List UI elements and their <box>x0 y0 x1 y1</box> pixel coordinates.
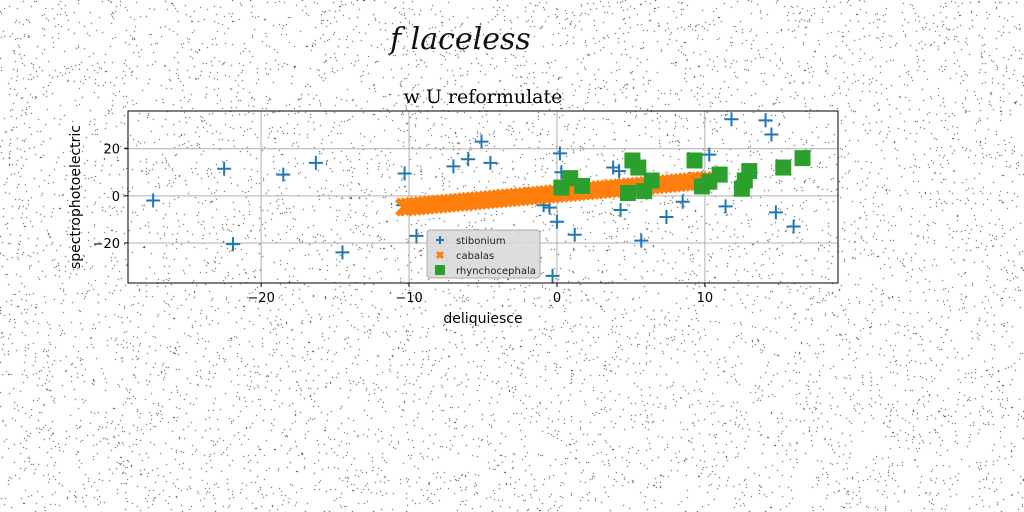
data-point-stibonium <box>474 134 489 149</box>
data-point-stibonium <box>764 127 779 142</box>
legend-marker-stibonium <box>436 236 444 244</box>
data-point-stibonium <box>567 227 582 242</box>
data-point-rhynchocephala <box>711 166 728 183</box>
data-point-stibonium <box>217 161 232 176</box>
data-point-stibonium <box>613 202 628 217</box>
data-point-stibonium <box>675 194 690 209</box>
data-point-rhynchocephala <box>574 177 591 194</box>
data-point-stibonium <box>659 210 674 225</box>
data-point-stibonium <box>146 193 161 208</box>
data-point-stibonium <box>409 228 424 243</box>
plot-frame <box>127 110 839 284</box>
data-point-stibonium <box>545 268 560 283</box>
legend-marker-rhynchocephala <box>435 265 445 275</box>
data-point-stibonium <box>549 214 564 229</box>
data-point-stibonium <box>552 146 567 161</box>
y-tick-label: −20 <box>93 237 120 252</box>
x-tick-label: −20 <box>247 291 274 306</box>
data-point-rhynchocephala <box>741 163 758 180</box>
data-point-rhynchocephala <box>775 159 792 176</box>
legend-box <box>426 229 541 279</box>
series-rhynchocephala <box>553 150 811 201</box>
data-point-stibonium <box>702 147 717 162</box>
data-point-stibonium <box>335 245 350 260</box>
data-point-rhynchocephala <box>643 172 660 189</box>
data-point-stibonium <box>612 164 627 179</box>
data-point-rhynchocephala <box>619 184 636 201</box>
x-tick-label: 10 <box>697 291 714 306</box>
data-point-stibonium <box>446 159 461 174</box>
chart-title: w U reformulate <box>404 86 563 108</box>
page-heading: f laceless <box>390 22 531 57</box>
data-point-stibonium <box>483 155 498 170</box>
data-point-stibonium <box>226 237 241 252</box>
data-point-stibonium <box>276 167 291 182</box>
y-axis-title: spectrophotoelectric <box>68 125 84 269</box>
series-stibonium <box>146 112 801 283</box>
y-tick-label: 20 <box>103 143 120 158</box>
data-point-stibonium <box>718 199 733 214</box>
data-point-stibonium <box>724 112 739 127</box>
data-point-rhynchocephala <box>630 159 647 176</box>
x-tick-label: 0 <box>553 291 561 306</box>
data-point-stibonium <box>786 219 801 234</box>
legend-label: cabalas <box>456 251 494 262</box>
legend-label: rhynchocephala <box>456 266 536 277</box>
data-point-stibonium <box>634 233 649 248</box>
data-point-rhynchocephala <box>686 152 703 169</box>
x-axis-title: deliquiesce <box>443 311 522 327</box>
data-point-stibonium <box>606 160 621 175</box>
data-point-stibonium <box>758 113 773 128</box>
legend-label: stibonium <box>456 236 506 247</box>
data-point-stibonium <box>397 166 412 181</box>
data-point-rhynchocephala <box>794 150 811 167</box>
legend: stibonium cabalas rhynchocephala <box>426 229 541 279</box>
x-tick-label: −10 <box>395 291 422 306</box>
data-point-stibonium <box>308 155 323 170</box>
data-point-stibonium <box>768 205 783 220</box>
data-point-stibonium <box>461 152 476 167</box>
y-tick-label: 0 <box>112 190 120 205</box>
legend-marker-cabalas <box>435 250 445 260</box>
